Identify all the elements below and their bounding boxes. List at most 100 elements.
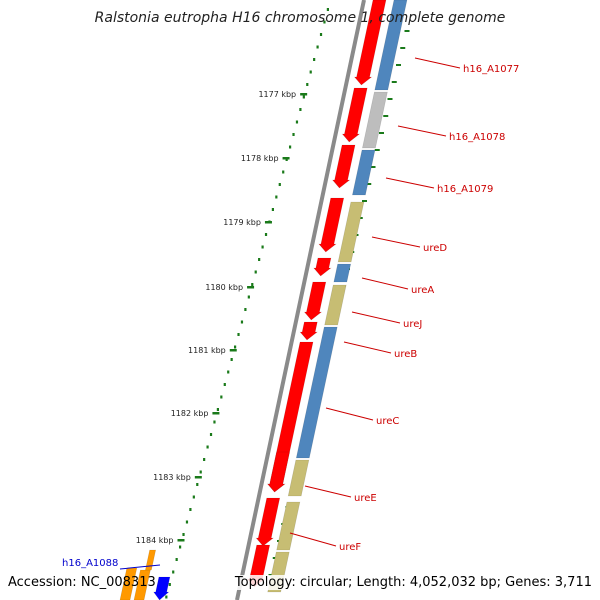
scale-dot [292,133,295,136]
accession-text: Accession: NC_008313 [8,575,156,590]
gene-labels: h16_A1077 h16_A1078 h16_A1079 ureD ureA ureJ u… [62,57,519,570]
gene-label: ureF [339,542,361,553]
label-leader [325,407,374,421]
label-leader [351,311,401,324]
scale-dot [275,195,278,199]
scale-dot [326,8,329,11]
scale-tick-label: 1177 kbp [258,90,296,99]
label-leader [414,57,461,69]
cds-block [324,284,347,326]
scale-dot [168,583,171,586]
scale-tick-label: 1183 kbp [153,473,191,482]
gene-arrow [318,197,345,253]
scale-tick [264,221,272,224]
cds-block [295,326,338,459]
gene-label: h16_A1077 [463,64,519,75]
track-dot [366,183,372,185]
label-leader [289,532,337,547]
scale-dot [165,595,168,599]
scale-dot [251,283,254,286]
track-dot [374,149,380,151]
cds-block [333,263,352,283]
cds-block [352,149,376,196]
scale-dot [230,358,233,361]
scale-dot [199,470,202,474]
gene-label: ureB [394,349,417,360]
scale-dot [182,533,185,536]
scale-dot [319,33,323,36]
track-dot [391,81,397,83]
scale-dot [227,370,230,374]
scale-dot [233,345,237,349]
scale-dot [178,545,182,549]
gene-label: ureA [411,285,434,296]
gene-label: h16_A1088 [62,558,118,569]
scale-dot [247,295,250,299]
gene-label: ureE [354,493,377,504]
cds-block [337,201,365,263]
scale-dot [196,483,199,486]
scale-dot [295,120,299,124]
scale-tick-label: 1182 kbp [171,409,209,418]
scale-tick-label: 1181 kbp [188,346,226,355]
scale-dot [261,245,264,249]
scale-dot [244,308,247,311]
scale-tick-label: 1184 kbp [136,536,174,545]
scale-tick-label: 1179 kbp [223,218,261,227]
scale-dot [282,170,285,174]
scale-dot [192,495,195,499]
gene-label: ureD [423,243,447,254]
orange-feature [145,549,157,571]
topology-summary: Topology: circular; Length: 4,052,032 bp… [230,575,592,590]
scale-dot [271,208,274,211]
gene-arrow [303,281,327,321]
gene-arrow [267,451,290,493]
track-dot [404,30,410,32]
scale-dot [189,508,192,511]
scale-dot [213,420,216,424]
scale-tick-label: 1180 kbp [205,283,243,292]
scale-dot [302,95,305,99]
scale-dot [175,558,178,561]
scale-dot [216,408,219,411]
scale-dot [185,520,189,524]
scale-dot [288,145,292,149]
gene-arrow [299,321,319,341]
scale-tick-label: 1178 kbp [241,154,279,163]
scale-tick [177,539,185,542]
gene-arrow [255,497,281,547]
scale-tick [194,476,202,479]
gene-arrow [341,87,368,143]
scale-dot [203,458,206,461]
scale-tick [229,349,237,352]
gene-label: h16_A1078 [449,132,505,143]
scale-dot [220,395,223,399]
scale-dot [316,45,319,49]
scale-dot [258,258,261,261]
label-leader [397,125,447,137]
scale-dot [306,83,309,86]
track-dot [383,115,389,117]
scale-dot [278,183,281,186]
scale-dot [240,320,244,324]
scale-tick [212,412,220,415]
gene-label: ureC [376,416,399,427]
track-dot [370,166,376,168]
scale-dot [223,383,226,386]
track-dot [362,200,367,202]
cds-block [276,501,301,551]
gene-track [119,0,408,600]
label-leader [385,177,435,189]
label-leader [371,236,421,248]
scale-dot [172,570,175,574]
gene-arrow [353,0,387,86]
map-title: Ralstonia eutropha H16 chromosome 1, com… [94,10,506,26]
scale-dot [209,433,213,436]
scale-dot [309,70,312,74]
cds-block [374,0,408,91]
label-leader [304,485,352,498]
label-leader [361,277,409,290]
scale-dot [237,333,240,336]
cds-block [287,459,310,497]
